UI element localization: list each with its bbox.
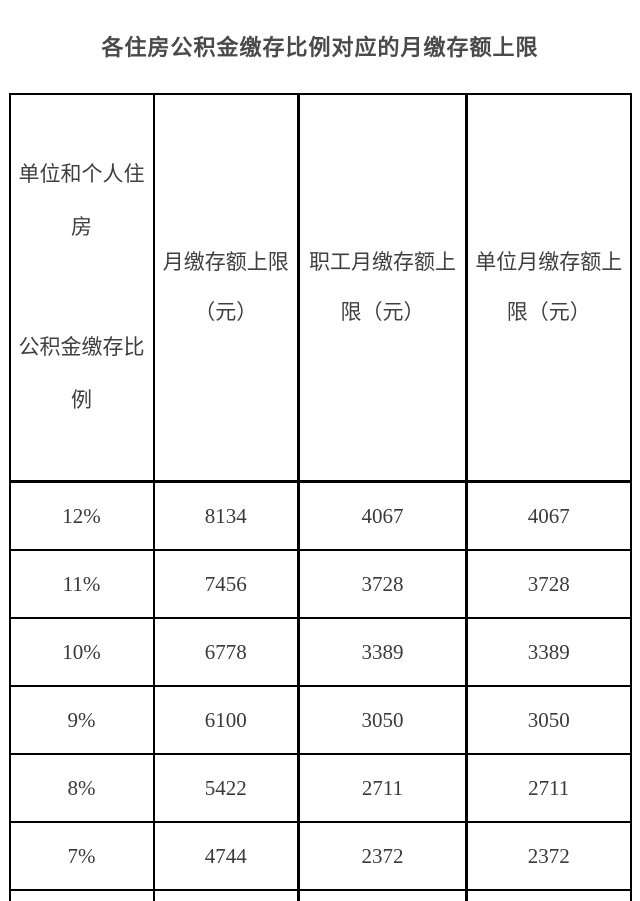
cell-employer-limit: 2033 bbox=[465, 889, 632, 901]
header-cell-ratio: 单位和个人住 房 公积金缴存比 例 bbox=[8, 93, 155, 483]
cell-employer-limit: 2372 bbox=[465, 821, 632, 891]
cell-employer-limit: 4067 bbox=[465, 480, 632, 551]
cell-employee-limit: 2711 bbox=[297, 753, 468, 823]
table-row: 11% 7456 3728 3728 bbox=[8, 549, 632, 619]
cell-monthly-limit: 8134 bbox=[152, 480, 300, 551]
cell-monthly-limit: 5422 bbox=[152, 753, 300, 823]
cell-employer-limit: 3728 bbox=[465, 549, 632, 619]
header-cell-monthly-limit: 月缴存额上限 （元） bbox=[152, 93, 300, 483]
header-ratio-line2: 公积金缴存比 例 bbox=[18, 336, 145, 412]
cell-ratio: 10% bbox=[8, 617, 155, 687]
cell-employer-limit: 3050 bbox=[465, 685, 632, 755]
cell-ratio: 12% bbox=[8, 480, 155, 551]
header-cell-employer-limit: 单位月缴存额上 限（元） bbox=[465, 93, 632, 483]
cell-employee-limit: 4067 bbox=[297, 480, 468, 551]
table-row: 10% 6778 3389 3389 bbox=[8, 617, 632, 687]
page-title: 各住房公积金缴存比例对应的月缴存额上限 bbox=[101, 35, 539, 60]
table-row: 6% 4066 2033 2033 bbox=[8, 889, 632, 901]
cell-ratio: 6% bbox=[8, 889, 155, 901]
cell-employee-limit: 3050 bbox=[297, 685, 468, 755]
table-row: 8% 5422 2711 2711 bbox=[8, 753, 632, 823]
cell-employee-limit: 3389 bbox=[297, 617, 468, 687]
cell-employee-limit: 2033 bbox=[297, 889, 468, 901]
table-row: 12% 8134 4067 4067 bbox=[8, 480, 632, 551]
cell-monthly-limit: 6100 bbox=[152, 685, 300, 755]
fund-ratio-table: 单位和个人住 房 公积金缴存比 例 月缴存额上限 （元） 职工月缴存额上 限（元… bbox=[8, 93, 632, 901]
cell-ratio: 9% bbox=[8, 685, 155, 755]
cell-employee-limit: 3728 bbox=[297, 549, 468, 619]
cell-ratio: 11% bbox=[8, 549, 155, 619]
table-row: 7% 4744 2372 2372 bbox=[8, 821, 632, 891]
cell-monthly-limit: 4744 bbox=[152, 821, 300, 891]
cell-ratio: 8% bbox=[8, 753, 155, 823]
cell-ratio: 7% bbox=[8, 821, 155, 891]
cell-monthly-limit: 4066 bbox=[152, 889, 300, 901]
cell-monthly-limit: 6778 bbox=[152, 617, 300, 687]
table-row: 9% 6100 3050 3050 bbox=[8, 685, 632, 755]
cell-employer-limit: 2711 bbox=[465, 753, 632, 823]
header-ratio-line1: 单位和个人住 房 bbox=[18, 163, 145, 239]
cell-employee-limit: 2372 bbox=[297, 821, 468, 891]
header-cell-employee-limit: 职工月缴存额上 限（元） bbox=[297, 93, 468, 483]
table-header-row: 单位和个人住 房 公积金缴存比 例 月缴存额上限 （元） 职工月缴存额上 限（元… bbox=[8, 93, 632, 483]
cell-employer-limit: 3389 bbox=[465, 617, 632, 687]
cell-monthly-limit: 7456 bbox=[152, 549, 300, 619]
